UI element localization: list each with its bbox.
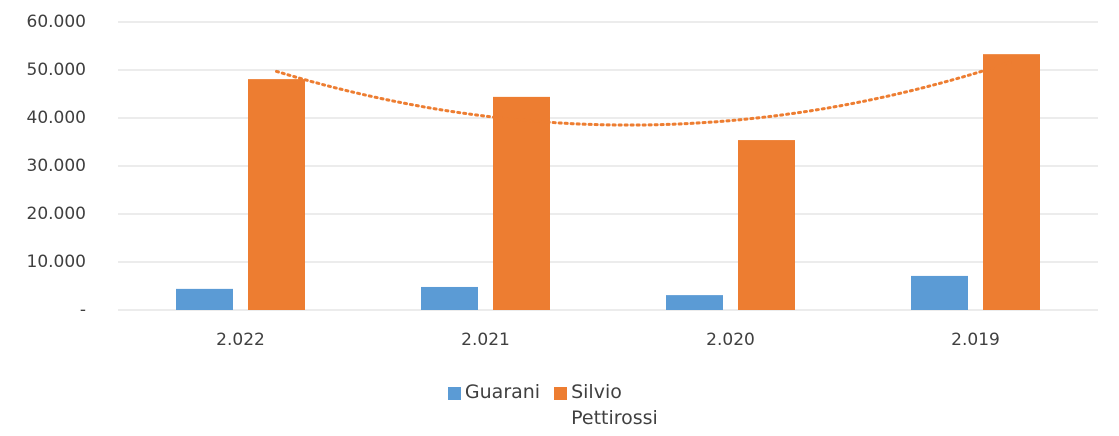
legend-swatch xyxy=(447,387,461,400)
x-tick-label: 2.021 xyxy=(461,330,510,350)
trendline xyxy=(275,60,1013,127)
bar xyxy=(666,295,723,310)
x-tick-label: 2.019 xyxy=(951,330,1000,350)
bar xyxy=(493,96,550,310)
y-tick-label: 50.000 xyxy=(27,60,86,80)
legend: Guarani Silvio Pettirossi xyxy=(0,381,1119,431)
legend-item: Silvio Pettirossi xyxy=(554,381,671,431)
y-tick-label: 20.000 xyxy=(27,204,86,224)
bar xyxy=(738,140,795,310)
bar xyxy=(248,79,305,311)
legend-label: Guarani xyxy=(464,381,541,403)
legend-item: Guarani xyxy=(447,381,541,431)
y-tick-label: - xyxy=(80,300,86,320)
bar xyxy=(911,275,968,310)
bar xyxy=(983,54,1040,310)
x-tick-label: 2.020 xyxy=(706,330,755,350)
y-tick-label: 60.000 xyxy=(27,12,86,32)
legend-label: Silvio Pettirossi xyxy=(571,381,658,429)
y-tick-label: 30.000 xyxy=(27,156,86,176)
x-tick-label: 2.022 xyxy=(216,330,265,350)
bar xyxy=(176,288,233,310)
y-tick-label: 40.000 xyxy=(27,108,86,128)
chart: - 10.000 20.000 30.000 40.000 50.000 60.000 2.0… xyxy=(27,12,1098,350)
y-tick-label: 10.000 xyxy=(27,252,86,272)
legend-swatch xyxy=(554,387,568,400)
bar xyxy=(421,286,478,310)
